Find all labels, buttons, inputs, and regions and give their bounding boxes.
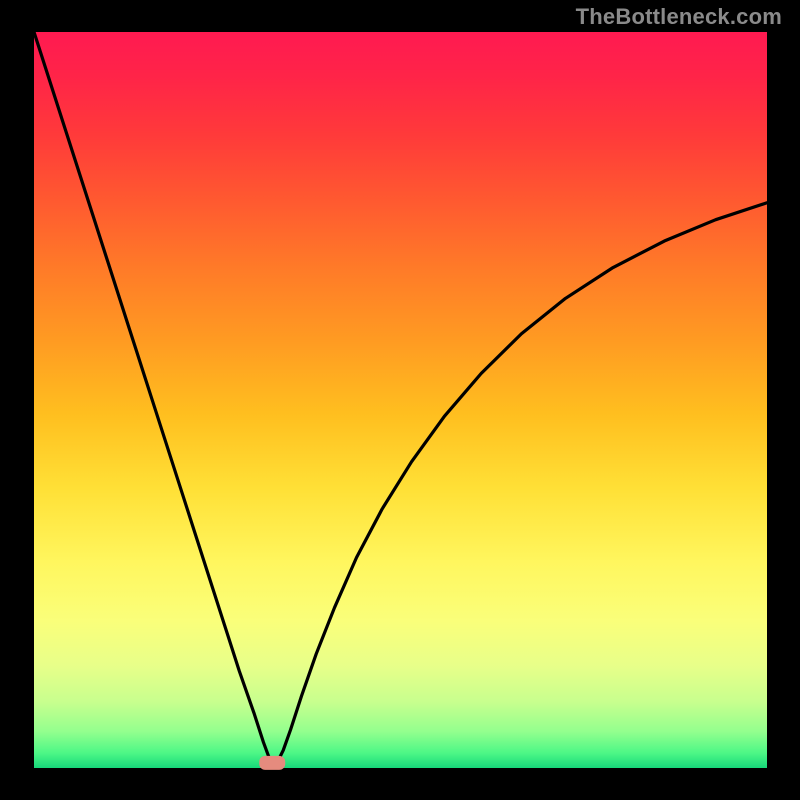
plot-background: [34, 32, 767, 768]
watermark-text: TheBottleneck.com: [576, 4, 782, 30]
bottleneck-chart: [0, 0, 800, 800]
optimum-marker: [259, 756, 285, 770]
chart-frame: TheBottleneck.com: [0, 0, 800, 800]
